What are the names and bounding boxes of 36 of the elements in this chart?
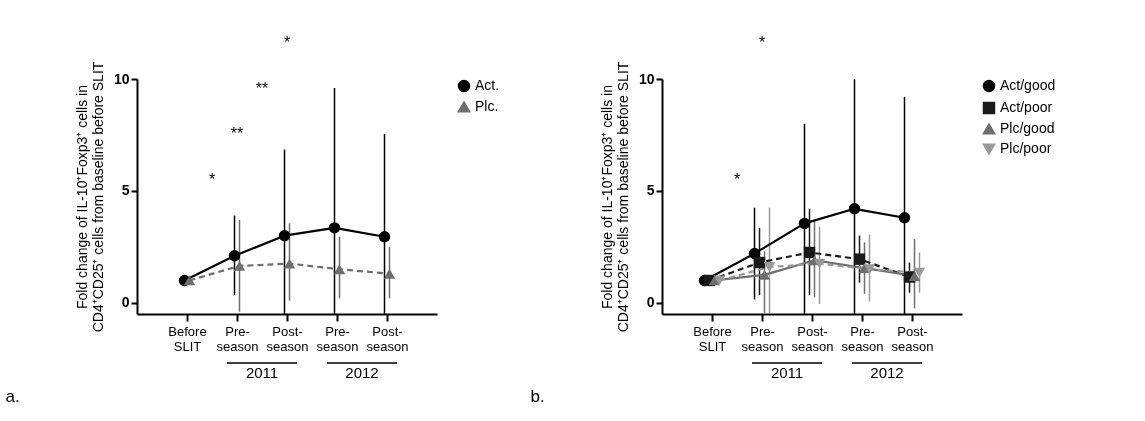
legend-label: Plc/poor [1000,140,1052,156]
x-tick-label: Pre-season [841,323,884,354]
annotation: * [733,170,741,188]
legend-label: Plc. [475,98,499,114]
y-tick-label: 10 [113,70,130,87]
text: * [283,34,291,51]
text: 2011 [245,364,279,381]
x-tick-label: Post-season [266,323,309,354]
x-tick-label: Post-season [891,323,934,354]
annotation: * [208,170,216,188]
x-tick-label: Pre-season [741,323,784,354]
y-tick-label: 0 [646,294,655,311]
x-tick-label: Before SLIT [693,323,732,354]
x-tick-label: Post-season [366,323,409,354]
legend-label: Act/good [1000,77,1056,93]
y-tick-label: 10 [638,70,655,87]
y-axis-title: Fold change of IL-10⁺Foxp3⁺ cells in CD4⁺CD25⁺ cells from baseline before SLIT [73,61,106,333]
text: 2012 [345,364,379,381]
text: a. [5,387,20,406]
legend-label: Plc/good [1000,120,1055,136]
y-axis-title: Fold change of IL-10⁺Foxp3⁺ cells in CD4⁺CD25⁺ cells from baseline before SLIT [598,61,631,333]
x-tick-label: Pre-season [216,323,259,354]
text: * [758,34,766,51]
text: 2011 [770,364,804,381]
text: 2012 [870,364,904,381]
y-tick-label: 0 [121,294,130,311]
x-tick-label: Before SLIT [168,323,207,354]
legend-label: Act. [475,77,500,93]
annotation: ** [255,79,269,97]
legend-label: Act/poor [1000,99,1053,115]
annotation: ** [230,125,244,143]
text: b. [530,387,545,406]
y-tick-label: 5 [121,182,130,199]
x-tick-label: Pre-season [316,323,359,354]
x-tick-label: Post-season [791,323,834,354]
y-tick-label: 5 [646,182,655,199]
